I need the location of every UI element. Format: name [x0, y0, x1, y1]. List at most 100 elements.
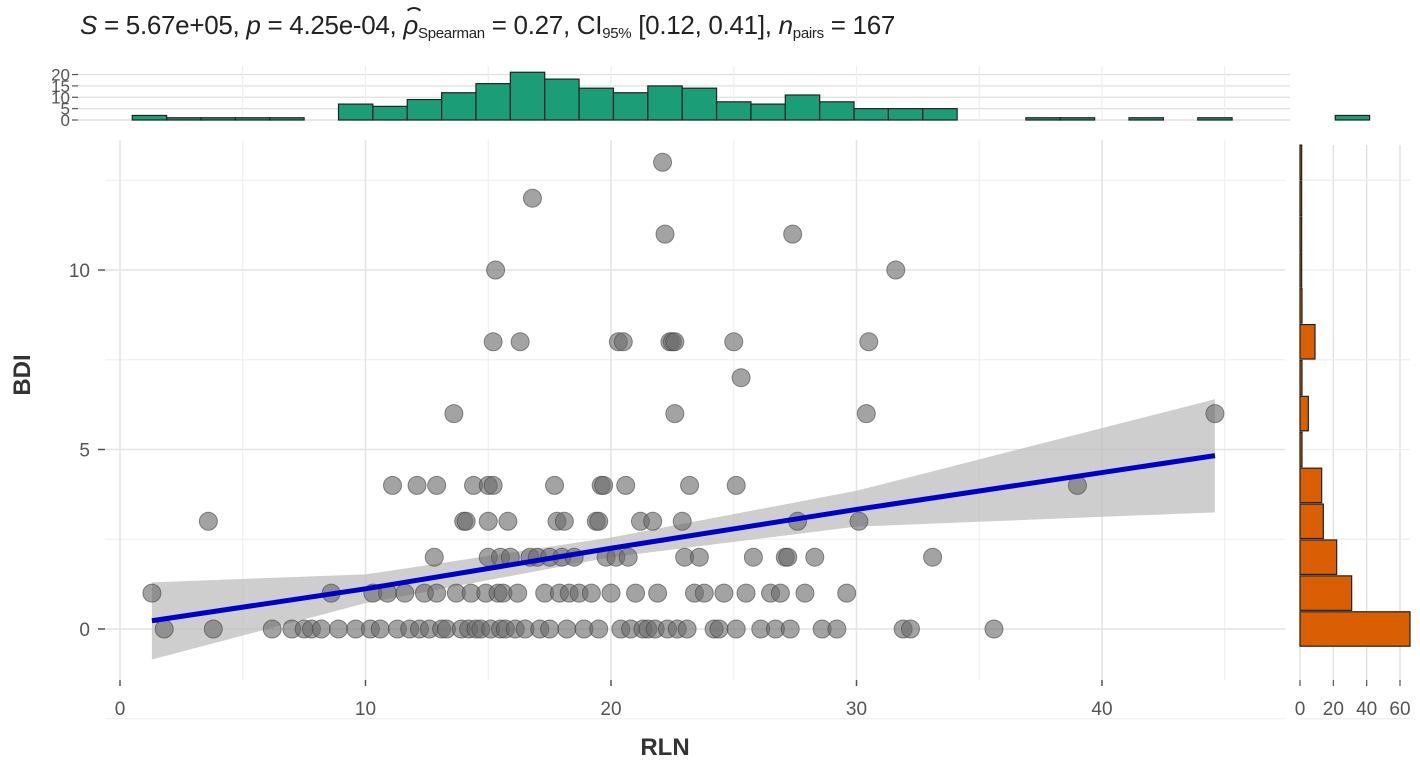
right-hist-bar	[1299, 323, 1316, 360]
data-point	[554, 511, 574, 531]
top-hist-bar	[578, 87, 615, 121]
data-point	[672, 511, 692, 531]
data-point	[311, 619, 331, 639]
data-point	[1205, 404, 1225, 424]
right-hist-bar	[1299, 180, 1303, 217]
top-hist-bar	[475, 83, 511, 121]
right-hist-bar	[1299, 288, 1303, 324]
data-point	[483, 332, 503, 352]
regression-line	[151, 453, 1216, 624]
data-point	[626, 583, 646, 603]
data-point	[677, 619, 697, 639]
data-point	[886, 260, 906, 280]
top-hist-bar	[200, 117, 236, 121]
rho-symbol: ρ	[403, 7, 424, 40]
data-point	[557, 619, 577, 639]
data-point	[522, 188, 542, 208]
ci-subscript: 95%	[602, 25, 632, 42]
top-hist-bar	[887, 108, 924, 121]
top-hist-bar	[922, 108, 958, 121]
right-hist-bar	[1299, 611, 1411, 647]
y-tick-label: 5	[79, 441, 90, 462]
data-point	[984, 619, 1004, 639]
data-point	[648, 583, 668, 603]
data-point	[456, 511, 476, 531]
top-hist-bar	[612, 92, 649, 121]
data-point	[901, 619, 921, 639]
data-point	[581, 583, 601, 603]
top-hist-tick-label: 20	[51, 66, 70, 85]
data-point	[923, 547, 943, 567]
data-point	[383, 475, 403, 495]
data-point	[665, 332, 685, 352]
top-hist-bar	[441, 92, 477, 121]
scatter-plot-panel: 0 10 20 30 40 0 5 10	[69, 140, 1285, 720]
data-point	[780, 619, 800, 639]
data-point	[783, 224, 803, 244]
data-point	[736, 583, 756, 603]
data-point	[203, 619, 223, 639]
data-point	[444, 404, 464, 424]
rho-value: = 0.27, CI	[484, 10, 603, 40]
data-point	[778, 547, 798, 567]
n-value: = 167	[823, 10, 896, 40]
stat-p-label: p	[246, 10, 261, 40]
data-point	[849, 511, 869, 531]
right-hist-tick-label: 40	[1356, 699, 1377, 720]
data-point	[618, 547, 638, 567]
data-point	[837, 583, 857, 603]
top-hist-tick-label: 10	[51, 88, 70, 107]
right-hist-tick-label: 0	[1295, 699, 1306, 720]
data-point	[680, 475, 700, 495]
n-label: n	[778, 10, 793, 40]
stat-S-label: S	[80, 10, 98, 40]
data-point	[198, 511, 218, 531]
x-tick-label: 20	[600, 699, 621, 720]
data-point	[714, 583, 734, 603]
right-hist-bar	[1299, 144, 1303, 181]
data-point	[856, 404, 876, 424]
top-hist-bar	[1025, 117, 1061, 121]
data-point	[689, 547, 709, 567]
data-point	[427, 475, 447, 495]
data-point	[694, 583, 714, 603]
top-hist-bar	[166, 117, 202, 121]
x-tick-label: 10	[355, 699, 376, 720]
right-hist-bar	[1299, 503, 1324, 540]
right-hist-bar	[1299, 467, 1323, 504]
data-point	[805, 547, 825, 567]
data-point	[653, 152, 673, 172]
top-hist-bar	[544, 78, 580, 121]
top-hist-bar	[406, 98, 443, 121]
data-point	[328, 619, 348, 639]
right-hist-bar	[1299, 539, 1338, 576]
top-hist-bar	[131, 114, 168, 121]
top-hist-tick-label: 15	[51, 77, 70, 96]
right-hist-bar	[1299, 216, 1303, 252]
data-point	[589, 511, 609, 531]
right-hist-bar	[1299, 575, 1353, 611]
n-subscript: pairs	[792, 25, 824, 42]
x-tick-label: 0	[115, 699, 126, 720]
right-hist-bar	[1299, 359, 1303, 396]
data-point	[395, 583, 415, 603]
data-point	[407, 475, 427, 495]
top-hist-bar	[715, 101, 752, 121]
chart-title: S = 5.67e+05, p = 4.25e-04, ρSpearman = …	[80, 7, 896, 42]
top-hist-bar	[1128, 117, 1164, 121]
data-point	[486, 260, 506, 280]
data-point	[655, 224, 675, 244]
top-hist-bar	[509, 71, 546, 121]
top-hist-bar	[647, 85, 683, 121]
top-hist-bar	[269, 117, 305, 121]
top-hist-bar	[750, 103, 786, 121]
right-hist-bar	[1299, 252, 1303, 288]
top-hist-tick-label: 5	[61, 100, 70, 119]
stat-S-value: = 5.67e+05,	[97, 10, 247, 40]
right-hist-tick-label: 20	[1323, 699, 1344, 720]
top-hist-bar	[819, 101, 855, 121]
top-hist-bar	[681, 87, 718, 121]
data-point	[483, 475, 503, 495]
data-point	[859, 332, 879, 352]
